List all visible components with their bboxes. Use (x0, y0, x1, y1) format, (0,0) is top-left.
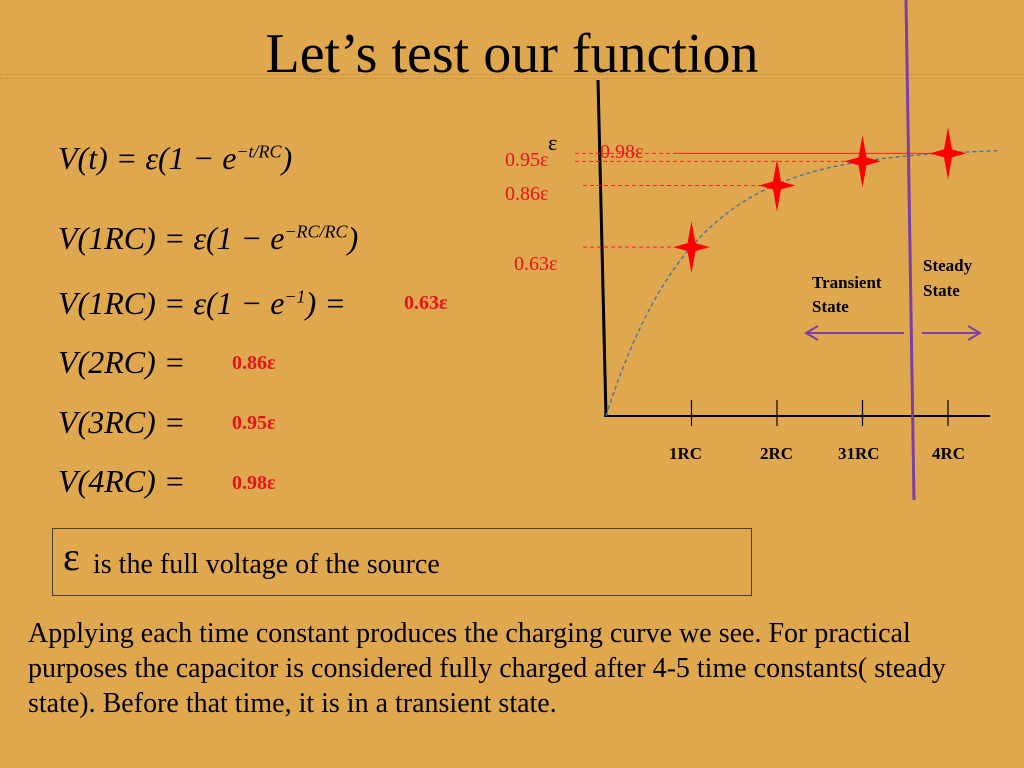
header-rule-top (0, 74, 1024, 75)
y-label-063: 0.63ε (514, 253, 557, 275)
equation-exponent: −t/RC (236, 141, 282, 162)
equation-tail: ) = (305, 285, 346, 321)
slide-title: Let’s test our function (265, 23, 759, 85)
equation-5: V(3RC) = (58, 404, 185, 441)
equation-lhs: V(1RC) = ε(1 − e (58, 285, 285, 321)
equation-lhs: V(2RC) = (58, 344, 186, 380)
explanation-paragraph: Applying each time constant produces the… (28, 618, 946, 719)
equation-6-result: 0.98ε (232, 472, 276, 494)
epsilon-symbol: ε (63, 534, 80, 579)
steady-arrowhead (967, 325, 982, 341)
epsilon-note-box: ε is the full voltage of the source (52, 528, 752, 596)
transient-label-line2: State (812, 297, 849, 316)
equation-4-result: 0.86ε (232, 352, 276, 374)
y-label-098: 0.98ε (600, 141, 643, 163)
equation-lhs: V(t) = ε(1 − e (58, 140, 237, 176)
header-rule-bottom (0, 78, 1024, 79)
transient-arrowhead (804, 325, 819, 341)
steady-state-divider (904, 0, 916, 501)
equation-lhs: V(3RC) = (58, 404, 186, 440)
equation-3: V(1RC) = ε(1 − e−1) = (58, 285, 346, 322)
x-label-2rc: 2RC (760, 444, 793, 463)
epsilon-note-text: is the full voltage of the source (93, 549, 440, 580)
equation-tail: ) (281, 140, 293, 176)
data-point-star (673, 221, 710, 274)
equation-exponent: −RC/RC (284, 221, 348, 242)
equation-tail: ) (347, 220, 359, 256)
data-point-star (844, 135, 881, 188)
data-point-star (758, 159, 796, 212)
equation-5-result: 0.95ε (232, 412, 276, 434)
equation-6: V(4RC) = (58, 463, 185, 500)
steady-label-line2: State (923, 281, 960, 300)
y-axis (596, 79, 608, 417)
equation-3-result: 0.63ε (404, 292, 448, 314)
x-label-1rc: 1RC (669, 444, 702, 463)
transient-label-line1: Transient (812, 273, 882, 292)
equation-1: V(t) = ε(1 − e−t/RC) (58, 140, 292, 177)
y-label-086: 0.86ε (505, 183, 548, 205)
y-label-095: 0.95ε (505, 149, 548, 171)
equation-exponent: −1 (284, 286, 306, 307)
y-label-epsilon: ε (548, 130, 557, 155)
equation-lhs: V(1RC) = ε(1 − e (58, 220, 285, 256)
equation-4: V(2RC) = (58, 344, 185, 381)
equation-lhs: V(4RC) = (58, 463, 186, 499)
equation-2: V(1RC) = ε(1 − e−RC/RC) (58, 220, 358, 257)
data-point-star (929, 127, 967, 180)
x-label-4rc: 4RC (932, 444, 965, 463)
x-label-3rc: 31RC (838, 444, 880, 463)
steady-label-line1: Steady (923, 256, 973, 275)
